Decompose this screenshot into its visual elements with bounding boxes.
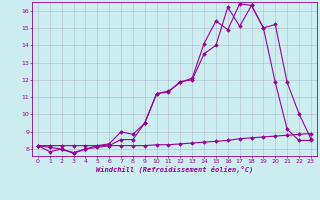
- X-axis label: Windchill (Refroidissement éolien,°C): Windchill (Refroidissement éolien,°C): [96, 165, 253, 173]
